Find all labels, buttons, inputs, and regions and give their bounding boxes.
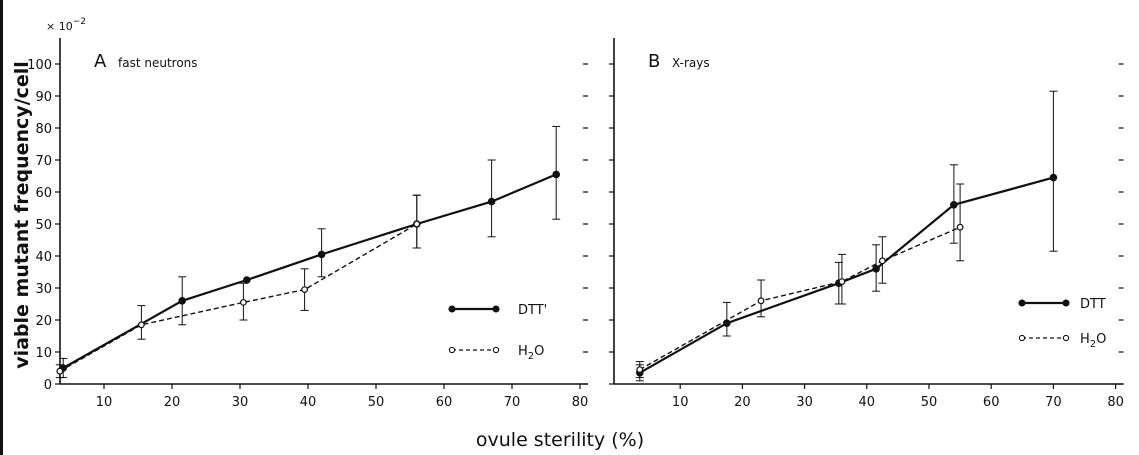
legend-label: DTT': [518, 303, 547, 318]
y-tick-label: 30: [35, 282, 52, 297]
scan-edge: [0, 0, 3, 455]
error-bar: [956, 183, 965, 262]
x-tick-label: 40: [300, 395, 317, 410]
legend-label-h: H: [1080, 332, 1090, 347]
y-tick-label: 90: [35, 90, 52, 105]
data-point: [178, 296, 187, 305]
panel-title: fast neutrons: [118, 56, 198, 70]
data-point: [137, 321, 145, 329]
error-bar: [1049, 90, 1058, 252]
legend-marker: [1018, 299, 1026, 307]
data-point: [950, 201, 958, 209]
data-point: [552, 170, 561, 179]
x-tick-label: 20: [164, 395, 181, 410]
y-tick-label: 50: [35, 218, 52, 233]
series-line-dtt: [62, 173, 557, 369]
panel-b: 10 20 30 40 50 60 70 80 B X-rays DTT H2O: [609, 38, 1124, 410]
data-point: [636, 366, 644, 374]
legend-label-o: O: [1096, 332, 1106, 347]
data-point: [413, 220, 421, 228]
legend-marker: [448, 305, 456, 313]
x-tick-label: 40: [859, 395, 876, 410]
x-tick-label: 60: [436, 395, 453, 410]
y-tick-label: 10: [35, 346, 52, 361]
legend-marker: [448, 346, 456, 354]
legend-marker: [1018, 334, 1026, 342]
legend-marker: [1062, 299, 1070, 307]
legend-marker: [492, 346, 500, 354]
x-tick-label: 80: [572, 395, 589, 410]
data-point: [56, 367, 64, 375]
y-tick-label: 100: [27, 58, 52, 73]
data-point: [956, 223, 964, 231]
y-tick-label: 80: [35, 122, 52, 137]
y-tick-label: 20: [35, 314, 52, 329]
panel-a: 0 10 20 30 40 50 60 70 80 90 100 10 20 30 40 50 60 70 80 A f…: [27, 38, 588, 410]
legend-marker: [1062, 334, 1070, 342]
y-tick-label: 0: [44, 378, 52, 393]
data-point: [487, 197, 496, 206]
panel-letter: B: [648, 51, 660, 72]
data-point: [239, 299, 247, 306]
data-point: [1049, 173, 1058, 182]
series-line-h2o: [59, 223, 418, 372]
legend-label: H2O: [1080, 332, 1106, 350]
x-axis-title: ovule sterility (%): [476, 429, 644, 451]
x-tick-label: 50: [921, 395, 938, 410]
x-tick-label: 10: [96, 395, 113, 410]
data-point: [878, 257, 886, 265]
y-tick-label: 40: [35, 250, 52, 265]
x-tick-label: 70: [1045, 395, 1062, 410]
x-tick-label: 10: [672, 395, 689, 410]
legend-label: DTT: [1080, 297, 1106, 312]
legend-label-sub: 2: [1090, 339, 1096, 350]
legend-label-o: O: [534, 344, 544, 359]
data-point: [301, 286, 309, 294]
y-multiplier: × 10−2: [46, 17, 86, 33]
x-tick-label: 50: [368, 395, 385, 410]
x-tick-label: 80: [1107, 395, 1124, 410]
series-line-h2o: [639, 226, 961, 371]
legend-label-sub: 2: [528, 351, 534, 362]
data-point: [757, 297, 765, 305]
series-line-dtt: [639, 176, 1054, 374]
y-tick-label: 70: [35, 154, 52, 169]
x-tick-label: 70: [504, 395, 521, 410]
data-point: [317, 250, 326, 259]
x-tick-label: 60: [983, 395, 1000, 410]
y-tick-label: 60: [35, 186, 52, 201]
y-axis-title: viable mutant frequency/cell: [11, 61, 33, 369]
x-tick-label: 30: [232, 395, 249, 410]
panel-title: X-rays: [672, 56, 710, 70]
legend-marker: [492, 305, 500, 313]
x-tick-label: 30: [796, 395, 813, 410]
panel-letter: A: [94, 51, 107, 72]
error-bar: [722, 301, 731, 337]
legend-label-h: H: [518, 344, 528, 359]
y-multiplier-exponent: −2: [73, 17, 86, 27]
x-tick-label: 20: [734, 395, 751, 410]
data-point: [838, 278, 846, 286]
data-point: [243, 276, 251, 284]
data-point: [872, 264, 880, 273]
y-multiplier-base: × 10: [46, 20, 73, 33]
legend-label: H2O: [518, 344, 544, 362]
